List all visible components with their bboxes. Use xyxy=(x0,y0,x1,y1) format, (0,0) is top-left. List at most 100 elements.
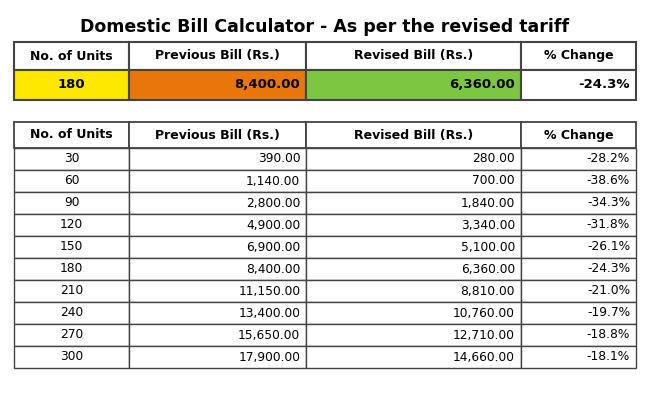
Text: Revised Bill (Rs.): Revised Bill (Rs.) xyxy=(354,50,473,63)
Bar xyxy=(521,258,636,280)
Text: Previous Bill (Rs.): Previous Bill (Rs.) xyxy=(155,50,280,63)
Text: 14,660.00: 14,660.00 xyxy=(453,350,515,364)
Text: 5,100.00: 5,100.00 xyxy=(461,240,515,253)
Bar xyxy=(14,122,129,148)
Text: 150: 150 xyxy=(60,240,83,253)
Bar xyxy=(306,148,521,170)
Bar xyxy=(129,42,306,70)
Text: 700.00: 700.00 xyxy=(473,175,515,187)
Text: -18.8%: -18.8% xyxy=(586,329,630,341)
Text: 17,900.00: 17,900.00 xyxy=(239,350,300,364)
Text: 180: 180 xyxy=(58,78,85,91)
Text: 6,360.00: 6,360.00 xyxy=(461,263,515,276)
Bar xyxy=(521,148,636,170)
Bar xyxy=(306,280,521,302)
Bar xyxy=(521,280,636,302)
Text: -38.6%: -38.6% xyxy=(587,175,630,187)
Bar xyxy=(14,170,129,192)
Bar xyxy=(306,346,521,368)
Bar xyxy=(14,214,129,236)
Bar xyxy=(129,192,306,214)
Text: 15,650.00: 15,650.00 xyxy=(238,329,300,341)
Bar xyxy=(521,70,636,100)
Text: 120: 120 xyxy=(60,219,83,232)
Text: 1,140.00: 1,140.00 xyxy=(246,175,300,187)
Bar xyxy=(306,122,521,148)
Text: -19.7%: -19.7% xyxy=(587,307,630,320)
Text: 10,760.00: 10,760.00 xyxy=(453,307,515,320)
Bar xyxy=(521,170,636,192)
Bar xyxy=(14,148,129,170)
Text: No. of Units: No. of Units xyxy=(30,50,113,63)
Text: 8,810.00: 8,810.00 xyxy=(460,284,515,297)
Text: 13,400.00: 13,400.00 xyxy=(239,307,300,320)
Bar xyxy=(14,192,129,214)
Text: -26.1%: -26.1% xyxy=(587,240,630,253)
Bar xyxy=(306,258,521,280)
Bar xyxy=(306,170,521,192)
Text: -21.0%: -21.0% xyxy=(587,284,630,297)
Text: 210: 210 xyxy=(60,284,83,297)
Bar xyxy=(14,258,129,280)
Bar xyxy=(521,192,636,214)
Bar xyxy=(14,70,129,100)
Bar xyxy=(129,148,306,170)
Bar xyxy=(14,236,129,258)
Bar xyxy=(129,302,306,324)
Text: 11,150.00: 11,150.00 xyxy=(238,284,300,297)
Text: 390.00: 390.00 xyxy=(257,152,300,166)
Text: -31.8%: -31.8% xyxy=(587,219,630,232)
Text: -28.2%: -28.2% xyxy=(587,152,630,166)
Bar xyxy=(306,70,521,100)
Bar xyxy=(129,170,306,192)
Bar xyxy=(521,346,636,368)
Text: -24.3%: -24.3% xyxy=(587,263,630,276)
Bar xyxy=(129,236,306,258)
Text: 180: 180 xyxy=(60,263,83,276)
Bar xyxy=(129,280,306,302)
Bar xyxy=(521,302,636,324)
Text: Revised Bill (Rs.): Revised Bill (Rs.) xyxy=(354,128,473,141)
Bar xyxy=(521,324,636,346)
Text: -18.1%: -18.1% xyxy=(587,350,630,364)
Text: -34.3%: -34.3% xyxy=(587,196,630,209)
Text: 8,400.00: 8,400.00 xyxy=(246,263,300,276)
Bar xyxy=(14,302,129,324)
Text: 30: 30 xyxy=(64,152,79,166)
Text: 2,800.00: 2,800.00 xyxy=(246,196,300,209)
Bar xyxy=(306,192,521,214)
Text: 4,900.00: 4,900.00 xyxy=(246,219,300,232)
Text: 6,900.00: 6,900.00 xyxy=(246,240,300,253)
Bar xyxy=(129,214,306,236)
Bar xyxy=(14,280,129,302)
Text: 6,360.00: 6,360.00 xyxy=(449,78,515,91)
Bar xyxy=(129,324,306,346)
Bar xyxy=(14,42,129,70)
Text: 1,840.00: 1,840.00 xyxy=(461,196,515,209)
Text: Previous Bill (Rs.): Previous Bill (Rs.) xyxy=(155,128,280,141)
Text: 3,340.00: 3,340.00 xyxy=(461,219,515,232)
Text: 280.00: 280.00 xyxy=(472,152,515,166)
Text: 240: 240 xyxy=(60,307,83,320)
Bar xyxy=(521,42,636,70)
Text: % Change: % Change xyxy=(543,50,614,63)
Bar xyxy=(306,302,521,324)
Bar xyxy=(521,214,636,236)
Text: 300: 300 xyxy=(60,350,83,364)
Bar xyxy=(521,122,636,148)
Text: % Change: % Change xyxy=(543,128,614,141)
Text: 90: 90 xyxy=(64,196,79,209)
Bar xyxy=(14,324,129,346)
Text: No. of Units: No. of Units xyxy=(30,128,113,141)
Bar xyxy=(14,346,129,368)
Bar xyxy=(306,324,521,346)
Bar xyxy=(129,346,306,368)
Bar xyxy=(521,236,636,258)
Bar xyxy=(306,42,521,70)
Bar xyxy=(306,214,521,236)
Text: 270: 270 xyxy=(60,329,83,341)
Text: 8,400.00: 8,400.00 xyxy=(235,78,300,91)
Bar xyxy=(129,122,306,148)
Bar xyxy=(129,70,306,100)
Text: 12,710.00: 12,710.00 xyxy=(453,329,515,341)
